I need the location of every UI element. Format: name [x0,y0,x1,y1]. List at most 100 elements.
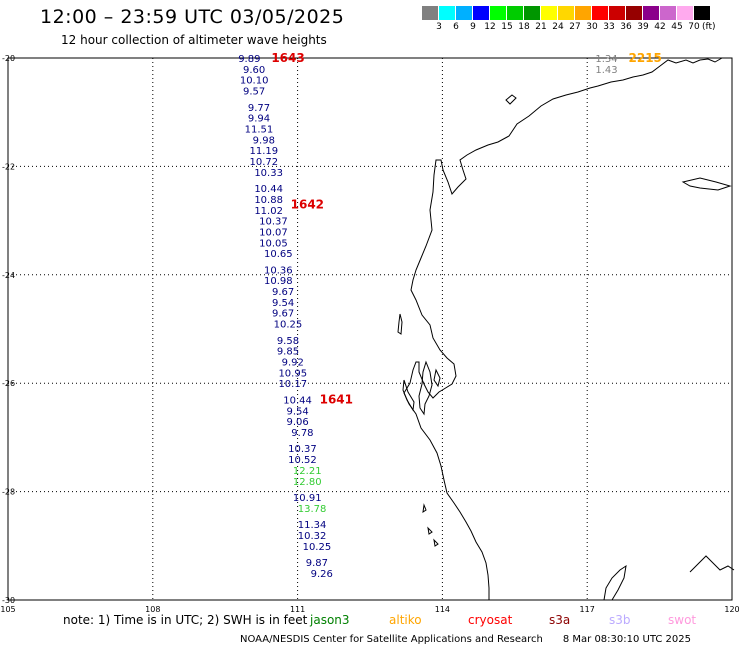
wave-height-value: 9.85 [277,347,299,358]
legend-swatch [541,6,558,20]
wave-height-value: 9.89 [238,54,260,65]
wave-height-value: 10.25 [303,542,332,553]
wave-height-value: 10.32 [298,531,327,542]
wave-height-value: 9.92 [282,358,304,369]
legend-tick-label: 21 [535,22,547,32]
wave-height-value: 1.43 [595,65,617,76]
legend-swatch [694,6,711,20]
wave-height-value: 10.44 [254,184,283,195]
map-subtitle: 12 hour collection of altimeter wave hei… [61,33,327,47]
wave-height-value: 10.33 [254,168,283,179]
legend-tick-label: 39 [637,22,649,32]
wave-height-value: 10.37 [288,444,317,455]
wave-height-value: 11.02 [254,206,283,217]
wave-height-value: 10.52 [288,455,317,466]
wave-height-value: 10.98 [264,276,293,287]
wave-height-value: 9.54 [272,298,294,309]
wave-height-value: 12.80 [293,477,322,488]
wave-height-value: 1.34 [595,54,617,65]
legend-swatch [677,6,694,20]
legend-tick-label: 45 [671,22,683,32]
coastline-bay-inlet [433,368,441,388]
legend-color-bar [422,6,711,20]
coastline-dirk-hartog [402,379,415,412]
wave-height-value: 9.58 [277,336,299,347]
island [427,526,433,535]
legend-swatch [592,6,609,20]
island [505,94,517,105]
longitude-label: 105 [0,605,15,614]
island [681,177,732,191]
island [422,503,427,514]
satellite-label-s3b: s3b [609,613,631,627]
legend-swatch [456,6,473,20]
legend-tick-label: 24 [552,22,564,32]
legend-tick-label: 15 [501,22,513,32]
wave-height-value: 9.57 [243,87,265,98]
latitude-label: -22 [2,162,15,171]
wave-height-value: 11.51 [245,124,274,135]
coastline [397,57,735,601]
wave-height-value: 10.37 [259,217,288,228]
wave-height-value: 9.06 [286,417,308,428]
wave-height-value: 10.36 [264,265,293,276]
legend-swatch [473,6,490,20]
legend-tick-label: 9 [470,22,476,32]
legend-swatch [558,6,575,20]
island [433,538,439,547]
legend-tick-label: 27 [569,22,581,32]
legend-tick-labels: 3 6 9 12 15 18 21 24 27 30 33 36 39 42 45 70 (ft) [422,22,715,36]
legend-tick-label: 42 [654,22,666,32]
wave-height-value: 13.78 [298,504,327,515]
satellite-label-s3a: s3a [549,613,571,627]
wave-height-value: 10.95 [278,368,307,379]
map-title: 12:00 – 23:59 UTC 03/05/2025 [40,6,345,28]
satellite-label-altiko: altiko [389,613,422,627]
wave-height-value: 9.67 [272,287,294,298]
longitude-label: 111 [290,605,305,614]
legend-tick-label: 33 [603,22,615,32]
longitude-label: 117 [580,605,595,614]
altimeter-track: 9.899.6010.109.579.779.9411.519.9811.191… [238,51,662,580]
longitude-label: 114 [435,605,450,614]
coastline-esperance [689,555,735,573]
grid-lines [7,57,733,601]
wave-height-value: 9.77 [248,103,270,114]
legend-tick-label: 70 [688,22,700,32]
legend-swatch [660,6,677,20]
wave-height-value: 9.78 [291,428,313,439]
legend-tick-label: 36 [620,22,632,32]
legend-tick-label: 3 [436,22,442,32]
units-note: note: 1) Time is in UTC; 2) SWH is in fe… [63,613,308,627]
wave-height-value: 10.72 [249,157,278,168]
satellite-label-jason3: jason3 [310,613,350,627]
legend-swatch [490,6,507,20]
wave-height-value: 9.26 [311,569,333,580]
wave-height-value: 9.54 [286,406,308,417]
legend-swatch [643,6,660,20]
coastline-peninsula [418,360,433,416]
wave-height-value: 9.60 [243,65,265,76]
legend-swatch [575,6,592,20]
wave-height-value: 10.88 [254,195,283,206]
wave-height-value: 12.21 [293,466,322,477]
pass-number-label: 2215 [629,51,662,65]
map-frame [7,57,733,601]
latitude-label: -26 [2,379,15,388]
color-legend: 3 6 9 12 15 18 21 24 27 30 33 36 39 42 45 70 (ft) [422,6,716,36]
latitude-label: -28 [2,488,15,497]
credit-text: NOAA/NESDIS Center for Satellite Applica… [240,634,543,645]
wave-height-value: 11.19 [249,146,278,157]
satellite-label-swot: swot [668,613,697,627]
legend-tick-label: 6 [453,22,459,32]
legend-swatch [439,6,456,20]
wave-height-value: 10.07 [259,227,288,238]
latitude-label: -24 [2,271,15,280]
latitude-label: -20 [2,54,15,63]
legend-tick-label: 12 [484,22,496,32]
longitude-label: 120 [724,605,739,614]
legend-swatch [609,6,626,20]
credit-line: NOAA/NESDIS Center for Satellite Applica… [240,634,691,645]
